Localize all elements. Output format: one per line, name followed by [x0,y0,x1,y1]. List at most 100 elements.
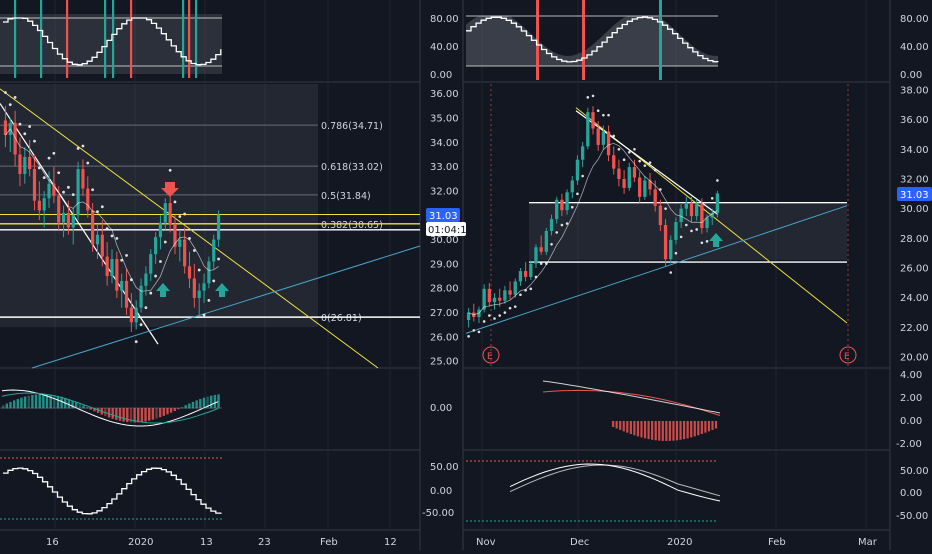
right-chart[interactable]: 80.00 40.00 0.00 38.00 36.00 34.00 32.00 30.… [465,0,932,548]
macd-hist-bar [31,394,34,409]
macd-hist-bar [647,421,650,440]
macd-hist-bar [27,395,30,409]
macd-hist-bar [651,421,654,440]
blue-uptrend-line [31,245,421,369]
osc-bg-zone [0,14,222,74]
sar-dot [643,164,647,167]
candle-body [183,239,187,267]
left-time-axis[interactable]: 16 2020 13 23 Feb 12 [46,537,397,548]
left-price-pane[interactable]: 0.786(34.71) 0.618(33.02) 0.5(31.84) 0.382(… [0,84,473,369]
buy-arrow-icon [215,283,229,297]
price-tick: 28.00 [900,234,929,245]
candle-body [549,219,554,231]
macd-hist-bar [640,421,643,438]
l-time-13: 13 [200,537,213,548]
signal-bar [582,0,585,80]
price-tick: 32.00 [900,174,929,185]
left-rsi-pane[interactable]: 50.00 0.00 -50.00 [0,457,459,520]
sar-dot [4,91,7,94]
right-rsi-pane[interactable]: 50.00 0.00 -50.00 [466,460,929,522]
r-rsi-tick-0: 0.00 [900,488,922,499]
candle-body [120,280,124,291]
macd-hist-bar [658,421,661,441]
signal-bar [130,0,133,78]
event-marker-2[interactable]: E [839,346,857,364]
price-tick: 33.00 [430,162,459,173]
sar-dot [493,317,496,320]
sar-dot [178,215,182,218]
macd-hist-bar [202,397,206,409]
sar-dot [700,241,704,245]
candle-body [163,203,167,223]
event-marker-1[interactable]: E [482,346,500,364]
right-macd-pane[interactable]: 4.00 2.00 0.00 -2.00 [542,370,922,450]
macd-hist-bar [9,401,12,409]
r-osc-tick-0: 0.00 [900,70,922,81]
candle-body [100,234,104,257]
sar-dot [576,192,579,196]
l-rsi-tick-0: 0.00 [430,486,452,497]
fib-label: 0.618(33.02) [321,162,383,173]
candle-body [653,189,657,206]
sar-dot [638,159,641,163]
candle-body [637,177,642,197]
macd-hist-bar [144,408,147,422]
macd-hist-bar [199,398,202,409]
left-top-oscillator-pane[interactable]: 80.00 40.00 0.00 [0,0,459,81]
candle-body [663,225,668,260]
price-tick: 30.00 [900,204,929,215]
candle-body [466,312,471,320]
left-chart[interactable]: 80.00 40.00 0.00 0.786(34.71) 0.618(33.02… [0,0,473,548]
price-tick: 36.00 [430,89,459,100]
candle-body [115,259,119,291]
l-time-16: 16 [46,537,59,548]
countdown-label: 01:04:11 [428,225,473,236]
l-time-23: 23 [258,537,271,548]
macd-hist-bar [188,403,191,409]
consolidation-box [529,204,847,260]
price-tick: 34.00 [900,145,929,156]
sar-dot [695,228,698,231]
macd-hist-bar [672,421,675,441]
candle-body [498,297,502,301]
macd-hist-bar [104,408,107,417]
candle-body [178,239,182,247]
sar-dot [47,156,51,160]
macd-hist-bar [697,421,700,436]
macd-hist-bar [158,408,162,418]
sar-dot [513,305,517,308]
yellow-downtrend-line [0,88,379,369]
l-time-12: 12 [384,537,397,548]
candle-body [643,180,647,197]
r-macd-tick-m2: -2.00 [896,439,922,450]
candle-body [627,167,631,188]
r-time-dec: Dec [570,537,589,548]
fib-label: 0.5(31.84) [321,191,371,202]
candle-body [158,222,163,238]
sar-dot [134,340,138,344]
macd-hist-bar [151,408,155,420]
candle-body [534,247,538,264]
right-time-axis[interactable]: Nov Dec 2020 Feb Mar [476,537,878,548]
sar-dot [503,311,507,314]
candle-body [95,234,100,245]
price-tick: 34.00 [430,138,459,149]
sar-dot [173,200,177,204]
candle-body [679,208,683,223]
candle-body [149,254,153,274]
right-top-oscillator-pane[interactable]: 80.00 40.00 0.00 [466,0,929,81]
sar-dot [13,95,17,99]
left-macd-pane[interactable]: 0.00 [0,389,452,427]
candle-body [32,169,37,201]
sar-dot [168,168,172,172]
macd-hist-bar [78,403,82,409]
macd-hist-bar [93,408,96,412]
price-tick: 29.00 [430,259,459,270]
candle-body [695,204,699,217]
sar-dot [622,158,626,161]
candle-body [212,239,216,262]
sar-dot [498,314,501,317]
candle-body [3,120,8,136]
macd-hist-bar [126,408,129,423]
right-price-pane[interactable]: 38.00 36.00 34.00 32.00 30.00 28.00 26.00 24.00… [465,84,932,366]
